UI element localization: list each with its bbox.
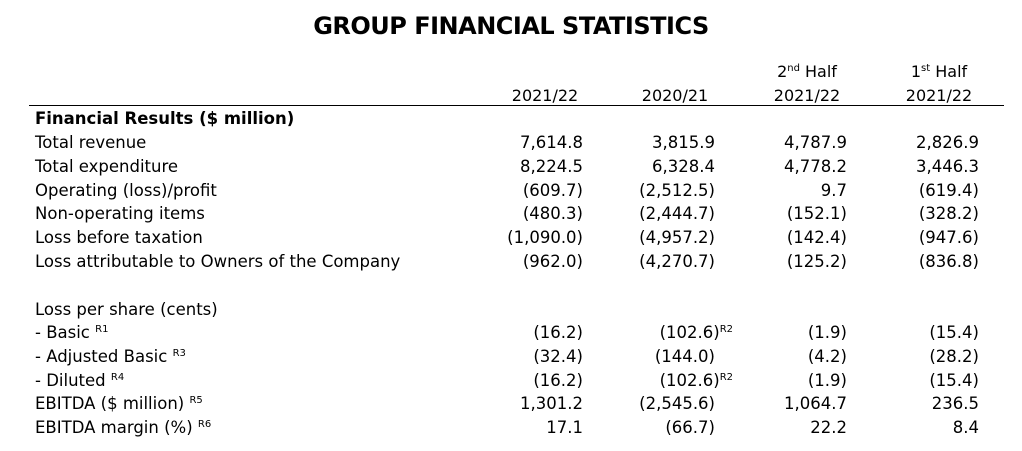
table-cell: (2,512.5) (639, 180, 715, 200)
reference-note: R3 (172, 347, 186, 359)
table-cell: (16.2) (533, 323, 583, 342)
table-cell: (4,957.2) (639, 228, 715, 248)
table-cell: (1.9) (807, 323, 847, 342)
table-cell: (4,270.7) (639, 252, 715, 271)
table-cell: 6,328.4 (652, 156, 715, 176)
table-cell: (1.9) (807, 370, 847, 390)
table-cell: 1,064.7 (784, 394, 847, 414)
reference-note: R4 (110, 371, 125, 383)
row-label: - Basic R1 (35, 323, 109, 342)
table-cell: (32.4) (533, 346, 583, 366)
column-header-1st-half-top: 1st Half (910, 62, 968, 81)
table-cell: 4,778.2 (784, 156, 847, 176)
table-cell: (4.2) (807, 346, 847, 366)
table-cell: 4,787.9 (784, 133, 847, 152)
row-label: EBITDA margin (%) R6 (35, 418, 212, 438)
page-title: GROUP FINANCIAL STATISTICS (313, 12, 709, 40)
reference-note: R6 (197, 419, 212, 431)
row-label: - Diluted R4 (35, 370, 125, 390)
table-cell: (102.6)R2 (659, 370, 733, 390)
table-cell: (947.6) (918, 228, 979, 248)
table-cell: (962.0) (522, 252, 583, 271)
table-cell: (2,444.7) (639, 204, 715, 224)
table-cell: (619.4) (918, 180, 979, 200)
table-cell: (480.3) (522, 204, 583, 224)
table-cell: 9.7 (820, 180, 847, 200)
row-label: Non-operating items (35, 204, 205, 224)
table-cell: (142.4) (786, 228, 847, 248)
column-header-2021-22: 2021/22 (511, 86, 579, 105)
table-cell: 17.1 (546, 418, 583, 438)
section-heading-loss-per-share: Loss per share (cents) (35, 300, 218, 319)
header-divider (29, 105, 1004, 106)
column-header-2nd-half-top: 2nd Half (777, 62, 837, 81)
table-cell: 1,301.2 (520, 394, 583, 414)
table-cell: 3,815.9 (652, 133, 715, 152)
row-label: - Adjusted Basic R3 (35, 346, 186, 366)
reference-note: R2 (719, 371, 733, 383)
table-cell: 8.4 (952, 418, 979, 438)
table-cell: (15.4) (929, 323, 979, 342)
table-cell: (28.2) (929, 346, 979, 366)
section-heading-financial-results: Financial Results ($ million) (35, 109, 295, 128)
row-label: Total expenditure (35, 156, 179, 176)
row-label: EBITDA ($ million) R5 (35, 394, 203, 414)
row-label: Loss before taxation (35, 228, 203, 248)
table-cell: 7,614.8 (520, 133, 583, 152)
table-cell: (102.6)R2 (659, 323, 733, 342)
table-cell: (2,545.6) (639, 394, 715, 414)
table-cell: (328.2) (918, 204, 979, 224)
table-cell: (836.8) (918, 252, 979, 271)
reference-note: R5 (189, 395, 203, 407)
table-cell: (66.7) (665, 418, 715, 438)
table-cell: 3,446.3 (916, 156, 979, 176)
row-label: Loss attributable to Owners of the Compa… (35, 252, 401, 271)
table-cell: (16.2) (533, 370, 583, 390)
row-label: Total revenue (35, 133, 147, 152)
table-cell: (609.7) (522, 180, 583, 200)
table-cell: (1,090.0) (507, 228, 583, 248)
column-header-2nd-half-bottom: 2021/22 (773, 86, 841, 105)
table-cell: 8,224.5 (520, 156, 583, 176)
table-cell: 236.5 (931, 394, 979, 414)
reference-note: R1 (95, 324, 109, 335)
table-cell: (152.1) (786, 204, 847, 224)
column-header-2020-21: 2020/21 (641, 86, 709, 105)
row-label: Operating (loss)/profit (35, 180, 217, 200)
table-cell: (125.2) (786, 252, 847, 271)
table-cell: (15.4) (929, 370, 979, 390)
table-cell: 2,826.9 (916, 133, 979, 152)
table-cell: 22.2 (810, 418, 847, 438)
table-cell: (144.0) (654, 346, 715, 366)
reference-note: R2 (719, 324, 733, 335)
column-header-1st-half-bottom: 2021/22 (905, 86, 973, 105)
